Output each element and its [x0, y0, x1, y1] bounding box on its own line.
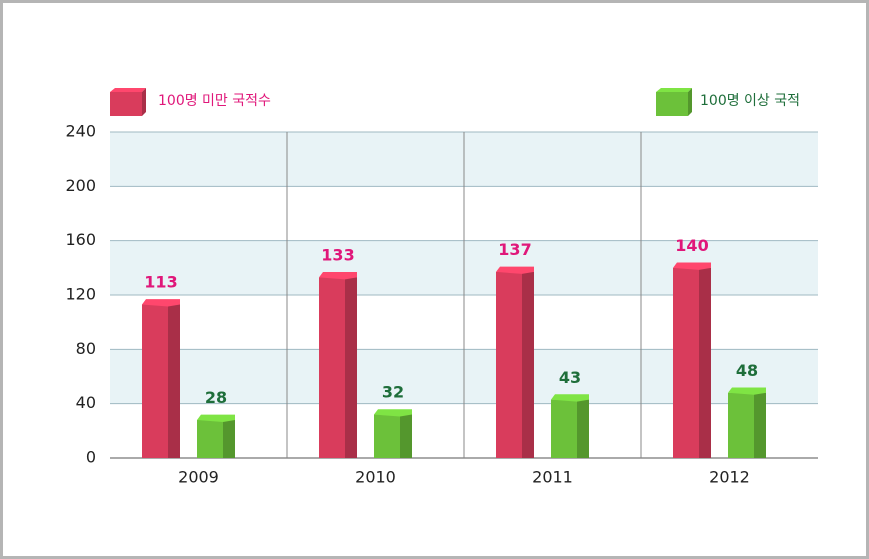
x-tick-label: 2010 [355, 468, 396, 487]
bar-top [142, 299, 180, 307]
legend-label: 100명 이상 국적 [700, 93, 800, 109]
bar-top [673, 262, 711, 270]
y-tick-label: 0 [86, 448, 96, 467]
value-label: 113 [144, 273, 177, 292]
legend-swatch-top [656, 88, 692, 92]
bar-side [168, 304, 180, 458]
y-tick-label: 200 [65, 176, 96, 195]
bar-side [345, 277, 357, 458]
bar-top [551, 394, 589, 402]
y-tick-label: 160 [65, 230, 96, 249]
legend-swatch-top [110, 88, 146, 92]
bar-top [728, 387, 766, 395]
bar-side [577, 399, 589, 458]
value-label: 137 [498, 240, 531, 259]
x-tick-label: 2012 [709, 468, 750, 487]
legend-swatch [110, 92, 142, 116]
value-label: 48 [736, 361, 758, 380]
legend-swatch-side [142, 88, 146, 116]
y-tick-label: 240 [65, 122, 96, 141]
y-tick-label: 120 [65, 285, 96, 304]
value-label: 32 [382, 383, 404, 402]
y-tick-label: 80 [76, 339, 96, 358]
value-label: 43 [559, 368, 581, 387]
bar-side [400, 414, 412, 458]
legend-label: 100명 미만 국적수 [158, 93, 271, 109]
value-label: 133 [321, 246, 354, 265]
bar-side [754, 392, 766, 458]
bar-side [223, 419, 235, 458]
value-label: 28 [205, 388, 227, 407]
bar-side [699, 267, 711, 458]
x-tick-label: 2011 [532, 468, 573, 487]
bar-top [374, 409, 412, 417]
x-tick-label: 2009 [178, 468, 219, 487]
bar-side [522, 271, 534, 458]
value-label: 140 [675, 236, 708, 255]
legend-swatch [656, 92, 688, 116]
y-tick-label: 40 [76, 393, 96, 412]
bar-top [197, 414, 235, 422]
bar-top [319, 272, 357, 280]
legend-swatch-side [688, 88, 692, 116]
bar-top [496, 266, 534, 274]
